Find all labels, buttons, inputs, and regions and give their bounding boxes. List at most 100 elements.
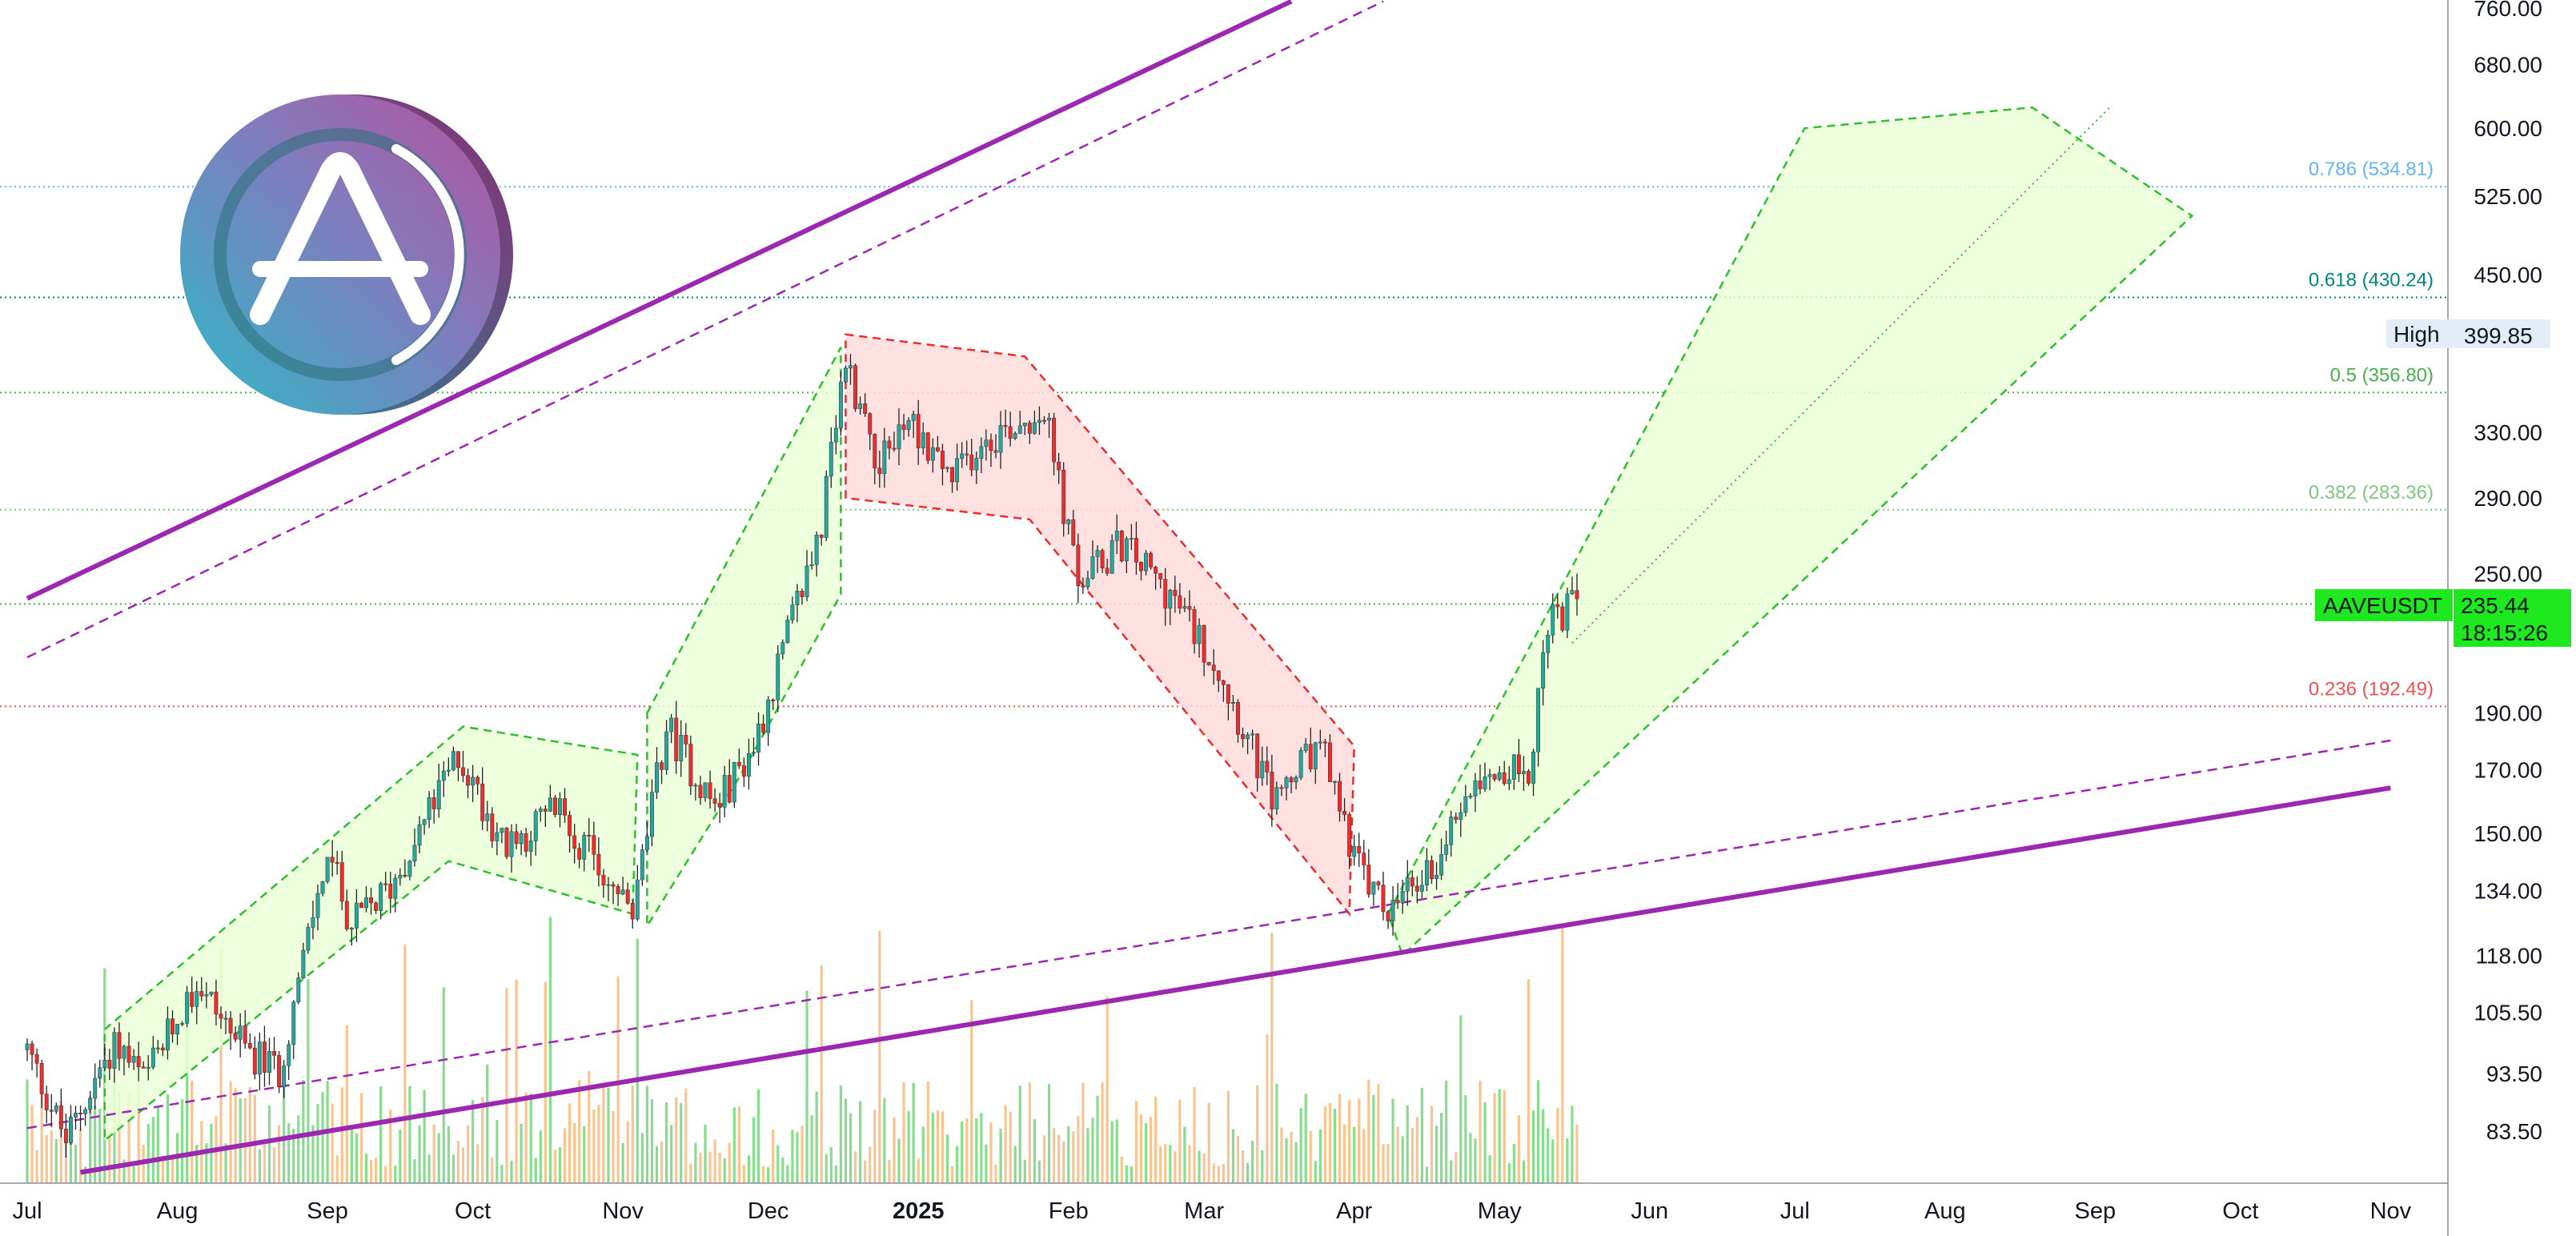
candle — [955, 458, 960, 483]
candle — [941, 451, 945, 469]
time-tick-label: Sep — [307, 1198, 348, 1224]
channel-upper-mid-line — [26, 0, 1384, 659]
candle — [301, 949, 306, 979]
candle — [344, 901, 349, 929]
price-tick-label: 250.00 — [2474, 561, 2542, 586]
candle — [117, 1032, 122, 1059]
candle — [398, 874, 403, 879]
candle — [146, 1066, 150, 1069]
symbol-label: AAVEUSDT — [2323, 593, 2442, 618]
candle — [195, 991, 199, 1007]
candle — [1139, 562, 1143, 572]
candle — [171, 1018, 175, 1035]
candle — [296, 977, 301, 1003]
candle — [1565, 593, 1570, 631]
candle — [412, 845, 417, 861]
candle — [223, 1017, 228, 1020]
candle — [969, 454, 974, 471]
candle — [703, 782, 708, 798]
candle — [1163, 579, 1168, 609]
candle — [814, 534, 819, 565]
candle — [417, 824, 422, 846]
candle — [630, 903, 635, 920]
time-tick-label: Feb — [1049, 1198, 1089, 1224]
candle — [722, 775, 727, 808]
candle — [1173, 589, 1178, 596]
candle — [1434, 874, 1438, 880]
candle — [500, 828, 504, 833]
candle — [480, 784, 485, 821]
candle — [873, 434, 877, 468]
candle — [1555, 604, 1560, 608]
last-price-label: 235.44 — [2461, 593, 2530, 618]
time-tick-label: Jul — [12, 1198, 42, 1224]
candle — [1105, 568, 1109, 574]
time-tick-label: Nov — [2370, 1198, 2412, 1224]
candle — [247, 1043, 252, 1049]
candle — [431, 797, 436, 809]
candle — [819, 534, 824, 538]
candle — [1017, 425, 1022, 434]
candle — [572, 835, 577, 849]
candle — [1047, 417, 1051, 421]
candle — [1109, 540, 1114, 574]
candle — [795, 591, 800, 605]
candle — [504, 828, 509, 857]
candle — [1095, 550, 1100, 557]
candle — [374, 902, 379, 911]
candle — [1425, 860, 1429, 885]
candle — [1057, 461, 1061, 471]
candle — [166, 1018, 170, 1051]
price-tick-label: 105.50 — [2474, 1000, 2542, 1025]
candle — [354, 902, 359, 929]
candle — [935, 447, 940, 451]
candle — [524, 833, 528, 852]
candle — [611, 884, 616, 887]
candle — [741, 765, 746, 777]
candle — [640, 849, 644, 881]
candle — [558, 798, 562, 815]
candle — [1144, 552, 1148, 572]
candle — [950, 467, 954, 483]
high-tag: High 399.85 — [2386, 319, 2550, 348]
candle — [1439, 854, 1444, 876]
candle — [906, 420, 911, 430]
time-tick-label: Apr — [1336, 1198, 1372, 1224]
candle — [495, 832, 500, 841]
candle — [451, 751, 455, 771]
candle — [1061, 469, 1066, 524]
price-tick-label: 134.00 — [2474, 879, 2542, 904]
candle — [1192, 609, 1197, 644]
candle — [185, 992, 190, 1024]
candle — [1042, 419, 1046, 422]
candle — [1032, 422, 1037, 434]
candle — [679, 735, 684, 761]
candle — [359, 902, 363, 909]
candle — [466, 775, 470, 786]
candle — [403, 874, 407, 877]
candle — [267, 1051, 271, 1073]
candle — [485, 813, 490, 821]
candle — [49, 1110, 54, 1112]
price-tick-label: 190.00 — [2474, 701, 2542, 726]
candle — [175, 1024, 180, 1035]
candle — [190, 992, 195, 1007]
candle — [519, 833, 524, 845]
price-tick-label: 330.00 — [2474, 420, 2542, 445]
candle — [960, 453, 965, 459]
candle — [1386, 911, 1390, 921]
price-tick-label: 600.00 — [2474, 116, 2542, 141]
candle — [1013, 433, 1017, 439]
candle — [471, 777, 475, 786]
candle — [1478, 781, 1483, 789]
candle — [379, 883, 383, 911]
candle — [1444, 845, 1449, 855]
candle — [126, 1045, 131, 1063]
candle — [369, 897, 374, 904]
candle — [563, 798, 567, 816]
candle — [1119, 531, 1124, 562]
candle — [1202, 624, 1206, 663]
candle — [475, 777, 480, 785]
candle — [712, 798, 717, 804]
